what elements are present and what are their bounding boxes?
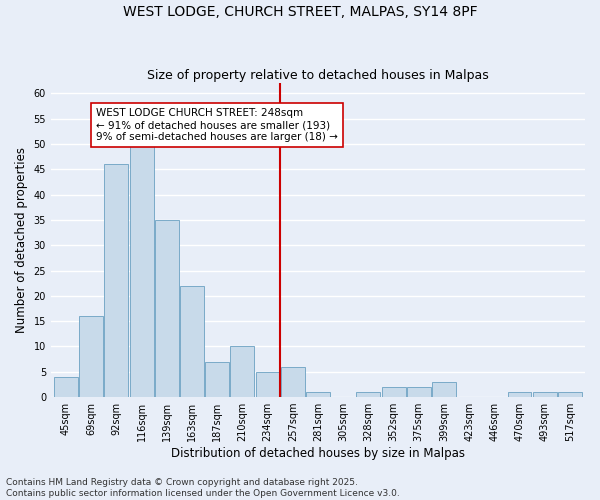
Bar [432, 382, 456, 397]
Title: Size of property relative to detached houses in Malpas: Size of property relative to detached ho… [147, 69, 489, 82]
Bar [407, 387, 431, 397]
Bar [533, 392, 557, 397]
Bar [104, 164, 128, 397]
Bar [230, 346, 254, 397]
Bar [130, 144, 154, 397]
Text: WEST LODGE, CHURCH STREET, MALPAS, SY14 8PF: WEST LODGE, CHURCH STREET, MALPAS, SY14 … [122, 5, 478, 19]
Bar [356, 392, 380, 397]
Bar [155, 220, 179, 397]
Y-axis label: Number of detached properties: Number of detached properties [15, 147, 28, 333]
Bar [54, 377, 78, 397]
Bar [382, 387, 406, 397]
Bar [508, 392, 532, 397]
Bar [306, 392, 330, 397]
Bar [180, 286, 204, 397]
Text: Contains HM Land Registry data © Crown copyright and database right 2025.
Contai: Contains HM Land Registry data © Crown c… [6, 478, 400, 498]
Bar [558, 392, 582, 397]
Bar [256, 372, 280, 397]
Bar [281, 366, 305, 397]
X-axis label: Distribution of detached houses by size in Malpas: Distribution of detached houses by size … [171, 447, 465, 460]
Bar [205, 362, 229, 397]
Bar [79, 316, 103, 397]
Text: WEST LODGE CHURCH STREET: 248sqm
← 91% of detached houses are smaller (193)
9% o: WEST LODGE CHURCH STREET: 248sqm ← 91% o… [96, 108, 338, 142]
